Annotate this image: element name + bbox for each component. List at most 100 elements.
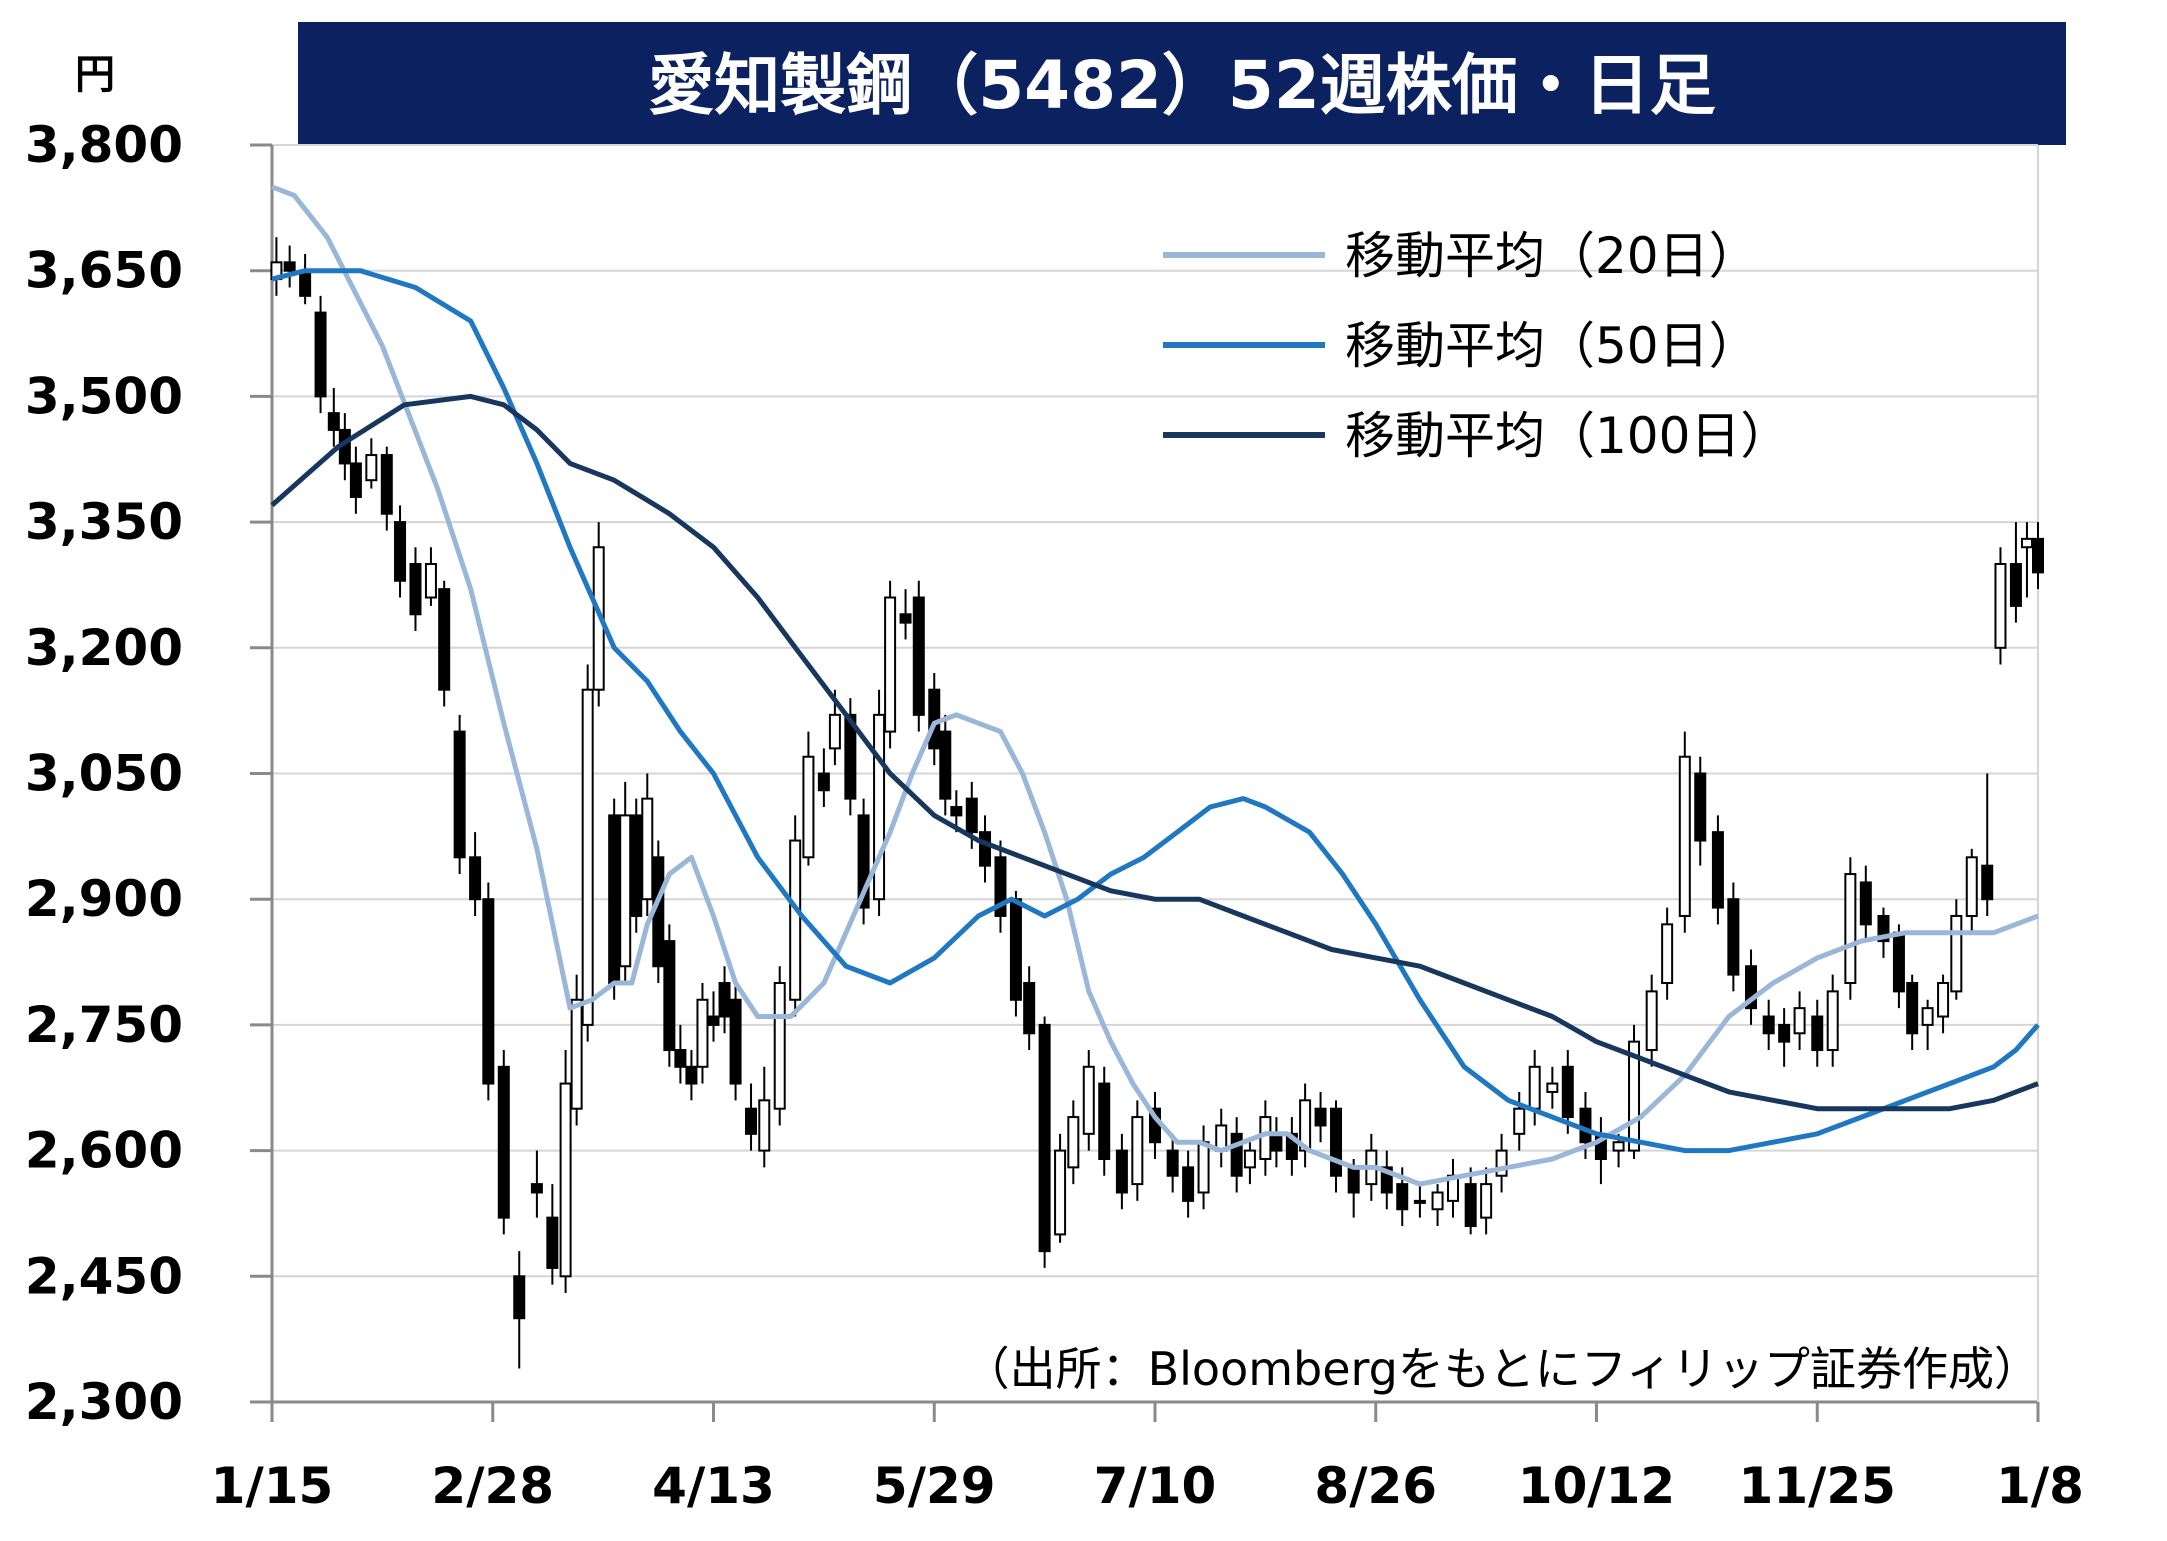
candlestick [581, 664, 594, 1042]
candle-body [2009, 563, 2022, 607]
candle-body [641, 797, 654, 901]
candlestick [939, 714, 952, 816]
candle-body [314, 311, 327, 398]
candlestick [1628, 1024, 1641, 1159]
candlestick [1038, 1016, 1051, 1268]
candle-body [327, 412, 340, 431]
candle-body [283, 261, 296, 272]
candlestick [928, 672, 941, 766]
candlestick [453, 714, 466, 875]
candlestick [1098, 1066, 1111, 1176]
candlestick [1023, 966, 1036, 1051]
candle-body [349, 462, 362, 498]
candlestick [1762, 999, 1775, 1051]
candle-body [1694, 772, 1707, 842]
candlestick [857, 798, 870, 925]
candlestick [1645, 974, 1658, 1067]
candlestick [1811, 999, 1824, 1067]
candle-body [817, 772, 830, 792]
candle-body [1921, 1007, 1934, 1026]
candlestick [1793, 991, 1806, 1051]
candlestick [674, 1024, 687, 1084]
candle-body [1745, 965, 1758, 1010]
candlestick [718, 966, 731, 1034]
candle-body [394, 521, 407, 582]
candlestick [1131, 1100, 1144, 1201]
candle-body [1098, 1082, 1111, 1160]
candle-body [994, 856, 1007, 917]
ma-line-2 [270, 393, 2039, 1112]
candle-body [630, 814, 643, 917]
candlestick [1661, 907, 1674, 1000]
candle-body [1182, 1166, 1195, 1202]
candle-body [1115, 1149, 1128, 1194]
candlestick [327, 388, 340, 447]
x-tick-label: 2/28 [431, 1457, 554, 1515]
candlestick [1950, 899, 1963, 1000]
candlestick [1166, 1133, 1179, 1193]
y-tick-label: 3,800 [25, 116, 183, 174]
candle-body [1546, 1082, 1559, 1093]
candle-body [453, 730, 466, 859]
candlestick [1197, 1125, 1210, 1210]
candle-body [1678, 755, 1691, 917]
candle-body [1464, 1183, 1477, 1228]
candlestick [424, 547, 437, 606]
candle-body [581, 688, 594, 1026]
ma-line-1 [271, 268, 2040, 1154]
candlestick [1594, 1117, 1607, 1185]
candlestick [482, 882, 495, 1101]
candle-body [530, 1183, 543, 1194]
candle-body [1628, 1040, 1641, 1152]
candle-body [1981, 864, 1994, 901]
candlestick [1054, 1133, 1067, 1243]
candlestick [1215, 1108, 1228, 1168]
candlestick [817, 748, 830, 808]
candlestick [802, 731, 815, 866]
candlestick [299, 253, 312, 305]
y-tick-label: 2,750 [25, 996, 183, 1054]
candle-body [1259, 1116, 1272, 1160]
y-tick-labels: 3,800 3,650 3,500 3,350 3,200 3,050 2,900 2,750… [25, 116, 183, 1431]
candle-body [424, 563, 437, 599]
candlestick [1447, 1158, 1460, 1218]
candlestick [1937, 974, 1950, 1034]
candlestick-series [270, 237, 2044, 1369]
candle-body [899, 613, 912, 624]
candle-body [2020, 537, 2033, 549]
candlestick [1230, 1117, 1243, 1193]
candle-body [1396, 1183, 1409, 1211]
candle-body [1038, 1023, 1051, 1253]
x-tick-label: 7/10 [1094, 1457, 1217, 1515]
candle-body [1166, 1149, 1179, 1177]
candlestick [2032, 522, 2044, 590]
candlestick [1330, 1100, 1343, 1193]
candle-body [1330, 1107, 1343, 1177]
candle-body [1197, 1141, 1210, 1194]
candle-body [1844, 873, 1857, 984]
candlestick [1082, 1050, 1095, 1151]
title-banner [298, 22, 2066, 145]
candle-body [802, 755, 815, 859]
candle-body [1612, 1141, 1625, 1152]
candlestick [1495, 1133, 1508, 1193]
candlestick [873, 689, 886, 916]
candlestick [283, 245, 296, 288]
candle-body [696, 998, 709, 1068]
candle-body [965, 797, 978, 834]
candle-body [1793, 1007, 1806, 1035]
candle-body [828, 713, 841, 750]
candlestick [1314, 1091, 1327, 1143]
candle-body [1513, 1107, 1526, 1135]
candle-body [1131, 1116, 1144, 1186]
candlestick [1243, 1142, 1256, 1185]
y-tick-label: 3,650 [25, 242, 183, 300]
x-tick-label: 11/25 [1739, 1457, 1896, 1515]
candle-body [619, 814, 632, 968]
candlestick [1285, 1117, 1298, 1176]
candle-body [873, 713, 886, 901]
x-tick-label: 10/12 [1518, 1457, 1675, 1515]
y-tick-label: 2,300 [25, 1373, 183, 1431]
legend-label: 移動平均（100日） [1345, 407, 1790, 465]
candlestick [1859, 865, 1872, 942]
